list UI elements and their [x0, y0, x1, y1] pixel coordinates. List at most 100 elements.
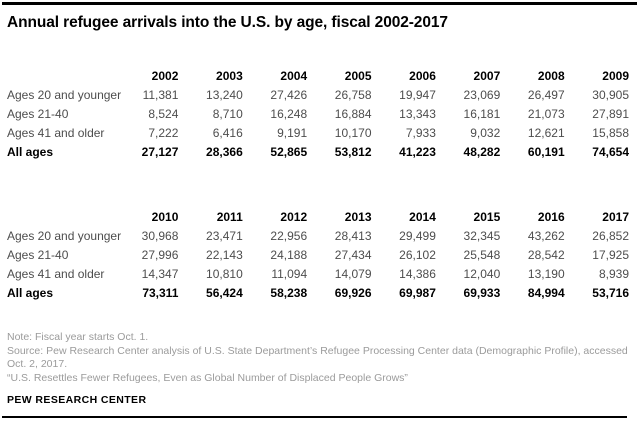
value-cell: 53,716	[592, 285, 629, 300]
value-cell: 11,381	[142, 87, 179, 102]
row-label: Ages 21-40	[7, 247, 69, 262]
table-row: Ages 41 and older 7,222 6,416 9,191 10,170 7,…	[7, 123, 629, 142]
value-cell: 22,956	[270, 228, 308, 243]
year-header-cell: 2003	[216, 68, 243, 83]
source-line: Source: Pew Research Center analysis of …	[7, 344, 628, 371]
year-header-cell: 2006	[409, 68, 436, 83]
value-cell: 23,069	[463, 87, 501, 102]
year-header-cell: 2013	[344, 209, 372, 224]
value-cell: 9,191	[277, 125, 308, 140]
year-header-cell: 2005	[344, 68, 372, 83]
value-cell: 16,181	[463, 106, 501, 121]
table-row: Ages 20 and younger 30,968 23,471 22,956 28,…	[7, 226, 629, 245]
value-cell: 27,891	[592, 106, 629, 121]
value-cell: 6,416	[212, 125, 243, 140]
year-header-row: 2002 2003 2004 2005 2006 2007 2008 2009	[7, 66, 629, 85]
value-cell: 69,933	[463, 285, 501, 300]
value-cell: 7,933	[405, 125, 436, 140]
value-cell: 25,548	[463, 247, 501, 262]
pew-research-center-wordmark: PEW RESEARCH CENTER	[7, 394, 147, 406]
row-label: All ages	[7, 144, 54, 159]
value-cell: 32,345	[463, 228, 501, 243]
value-cell: 26,102	[399, 247, 436, 262]
value-cell: 28,366	[206, 144, 243, 159]
value-cell: 69,926	[334, 285, 372, 300]
year-header-cell: 2015	[473, 209, 501, 224]
value-cell: 41,223	[399, 144, 436, 159]
value-cell: 7,222	[148, 125, 179, 140]
value-cell: 27,426	[270, 87, 308, 102]
bottom-rule	[2, 416, 627, 418]
row-label: Ages 21-40	[7, 106, 69, 121]
value-cell: 8,710	[212, 106, 243, 121]
corner-cell	[7, 66, 114, 85]
value-cell: 21,073	[527, 106, 565, 121]
value-cell: 19,947	[399, 87, 436, 102]
value-cell: 13,343	[399, 106, 436, 121]
value-cell: 14,386	[399, 266, 436, 281]
year-header-cell: 2012	[280, 209, 308, 224]
year-header-cell: 2004	[280, 68, 308, 83]
value-cell: 27,434	[334, 247, 372, 262]
year-header-cell: 2010	[151, 209, 179, 224]
value-cell: 58,238	[270, 285, 308, 300]
top-rule	[2, 2, 637, 5]
table-row: Ages 20 and younger 11,381 13,240 27,426 26,…	[7, 85, 629, 104]
report-title-line: “U.S. Resettles Fewer Refugees, Even as …	[7, 371, 408, 384]
year-header-cell: 2009	[602, 68, 629, 83]
table-row: Ages 41 and older 14,347 10,810 11,094 14,07…	[7, 264, 629, 283]
value-cell: 14,079	[334, 266, 372, 281]
value-cell: 10,810	[206, 266, 243, 281]
row-label: All ages	[7, 285, 54, 300]
value-cell: 74,654	[592, 144, 629, 159]
table-row: All ages 73,311 56,424 58,238 69,926 69,987 69…	[7, 283, 629, 302]
row-label: Ages 41 and older	[7, 266, 105, 281]
value-cell: 13,240	[206, 87, 243, 102]
row-label: Ages 20 and younger	[7, 228, 122, 243]
value-cell: 27,996	[141, 247, 179, 262]
year-header-cell: 2008	[537, 68, 565, 83]
value-cell: 43,262	[527, 228, 565, 243]
value-cell: 69,987	[399, 285, 436, 300]
value-cell: 11,094	[271, 266, 308, 281]
year-header-row: 2010 2011 2012 2013 2014 2015 2016 2017	[7, 207, 629, 226]
value-cell: 14,347	[141, 266, 179, 281]
value-cell: 15,858	[592, 125, 629, 140]
year-header-cell: 2007	[473, 68, 501, 83]
value-cell: 52,865	[270, 144, 308, 159]
year-header-cell: 2002	[151, 68, 179, 83]
value-cell: 30,905	[592, 87, 629, 102]
note-line: Note: Fiscal year starts Oct. 1.	[7, 331, 149, 343]
refugee-arrivals-table-2002-2009: 2002 2003 2004 2005 2006 2007 2008 2009 Ages 20 …	[7, 66, 629, 161]
refugee-arrivals-table-2010-2017: 2010 2011 2012 2013 2014 2015 2016 2017 Ages 20 …	[7, 207, 629, 302]
value-cell: 8,524	[148, 106, 179, 121]
value-cell: 30,968	[141, 228, 179, 243]
value-cell: 12,040	[463, 266, 501, 281]
value-cell: 22,143	[206, 247, 243, 262]
value-cell: 28,413	[334, 228, 372, 243]
value-cell: 10,170	[334, 125, 372, 140]
value-cell: 26,497	[527, 87, 565, 102]
value-cell: 16,248	[270, 106, 308, 121]
figure-title: Annual refugee arrivals into the U.S. by…	[7, 14, 448, 31]
value-cell: 26,758	[334, 87, 372, 102]
value-cell: 60,191	[527, 144, 565, 159]
year-header-cell: 2016	[537, 209, 565, 224]
value-cell: 16,884	[334, 106, 372, 121]
value-cell: 56,424	[206, 285, 243, 300]
table-row: Ages 21-40 27,996 22,143 24,188 27,434 26,102…	[7, 245, 629, 264]
value-cell: 23,471	[206, 228, 243, 243]
value-cell: 73,311	[142, 285, 179, 300]
year-header-cell: 2014	[409, 209, 436, 224]
value-cell: 84,994	[527, 285, 565, 300]
year-header-cell: 2017	[602, 209, 629, 224]
table-row: Ages 21-40 8,524 8,710 16,248 16,884 13,343 16…	[7, 104, 629, 123]
value-cell: 13,190	[527, 266, 565, 281]
value-cell: 24,188	[270, 247, 308, 262]
value-cell: 8,939	[598, 266, 629, 281]
row-label: Ages 41 and older	[7, 125, 105, 140]
value-cell: 29,499	[399, 228, 436, 243]
value-cell: 27,127	[141, 144, 179, 159]
year-header-cell: 2011	[216, 209, 243, 224]
